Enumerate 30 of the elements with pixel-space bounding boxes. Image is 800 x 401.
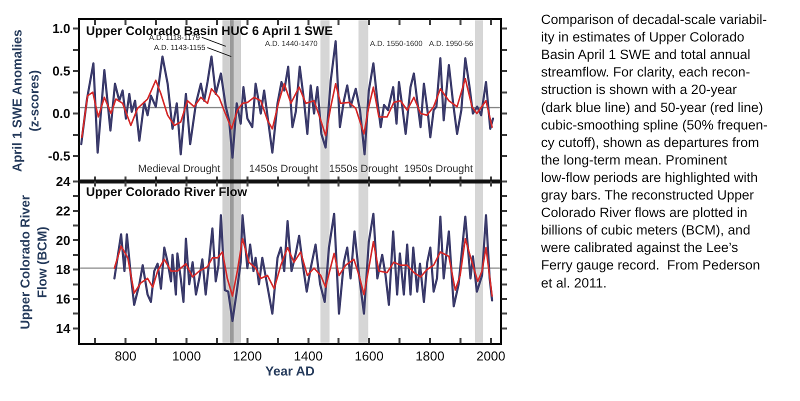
x-tick-label: 1400 xyxy=(294,348,323,364)
x-tick-label: 1600 xyxy=(354,348,384,364)
y-tick-label: 1.0 xyxy=(52,21,70,36)
x-tick-label: 1800 xyxy=(416,348,444,364)
y-tick-label: -0.5 xyxy=(48,148,70,164)
y-tick-label: 0.5 xyxy=(52,64,70,79)
y-tick-label: 20 xyxy=(56,232,70,248)
annotation: 1450s Drought xyxy=(249,163,318,175)
y-tick-label: 16 xyxy=(56,292,70,306)
y-tick-label: 14 xyxy=(56,320,72,336)
annotation: 1550s Drought xyxy=(329,163,398,175)
y-tick-label: 0.0 xyxy=(52,106,70,122)
x-tick-label: 800 xyxy=(114,348,136,364)
annotation: 1950s Drought xyxy=(404,163,473,175)
text: Comparison of decadal-scale variabil- ity in estimates of Upper Colorado Basin April 1 SWE and total annual streamflow. For clarity, each recon- struction is shown with a 20-year (dark blue line) and 50-year (red line) cubic-smoothing spline (50% frequen- cy cutoff), shown as departures from the long-term mean. Prominent low-flow periods are highlighted with gray bars. The reconstructed Upper Colorado River flows are plotted in billions of cubic meters (BCM), and were calibrated against the Lee’s Ferry gauge record. From Pederson et al. 2011. xyxy=(541,12,768,290)
line-series xyxy=(81,78,493,138)
y-tick-label: 22 xyxy=(56,203,70,218)
x-tick-label: 1200 xyxy=(232,348,262,364)
line-series xyxy=(113,212,494,322)
x-tick-label: 1000 xyxy=(172,348,201,364)
x-tick-label: 2000 xyxy=(476,348,506,364)
x-axis-title: Year AD xyxy=(265,364,315,379)
y-tick-label: 24 xyxy=(56,174,72,190)
line-series xyxy=(80,40,494,159)
y-axis-title: April 1 SWE Anomalies (z-scores) xyxy=(10,29,42,172)
annotation: Medieval Drought xyxy=(138,163,220,175)
y-tick-label: 18 xyxy=(56,262,70,278)
line-series xyxy=(114,238,493,297)
chart-title: Upper Colorado River Flow xyxy=(86,185,248,199)
y-axis-title: Upper Colorado River Flow (BCM) xyxy=(17,195,50,330)
